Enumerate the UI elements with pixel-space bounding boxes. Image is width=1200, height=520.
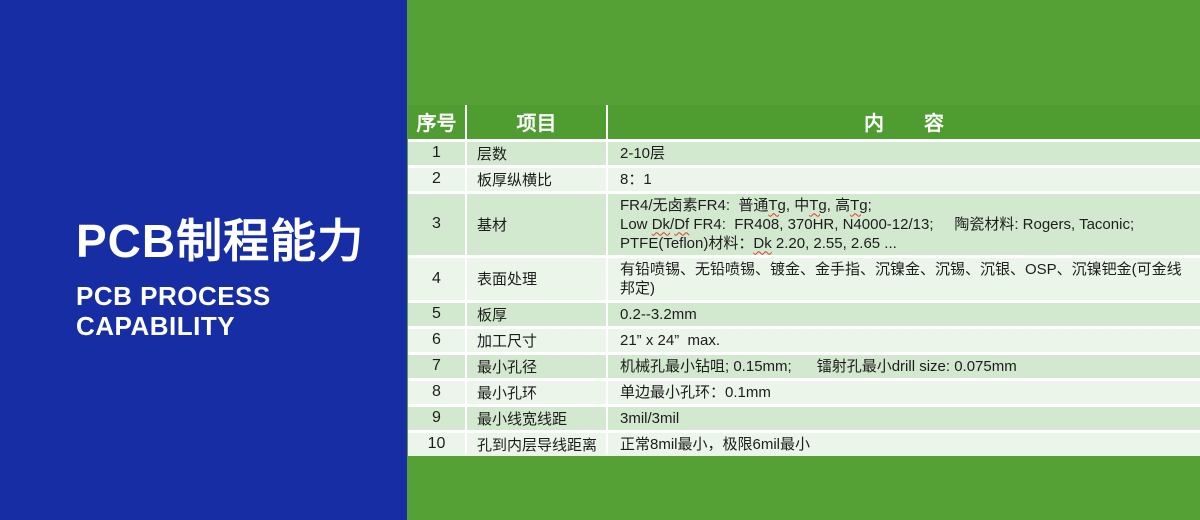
row-content: 单边最小孔环：0.1mm [606, 377, 1200, 405]
row-number: 1 [408, 138, 466, 166]
content-line: 有铅喷锡、无铅喷锡、镀金、金手指、沉镍金、沉锡、沉银、OSP、沉镍钯金(可金线邦… [620, 260, 1182, 297]
row-number: 5 [408, 299, 466, 327]
row-item: 最小孔环 [465, 377, 607, 405]
row-number: 3 [408, 190, 466, 256]
spellcheck-word: Dk [651, 215, 671, 233]
header-no: 序号 [408, 105, 466, 140]
table-row: 3 基材 FR4/无卤素FR4: 普通Tg, 中Tg, 高Tg; Low Dk/Df … [408, 190, 1200, 256]
content-line: 8：1 [620, 170, 652, 188]
table-header-row: 序号 项目 内 容 [408, 105, 1200, 140]
table-row: 1 层数 2-10层 [408, 138, 1200, 166]
content-line: 0.2--3.2mm [620, 305, 697, 323]
table-row: 9 最小线宽线距 3mil/3mil [408, 403, 1200, 431]
row-content: 3mil/3mil [606, 403, 1200, 431]
row-number: 8 [408, 377, 466, 405]
row-content: 0.2--3.2mm [606, 299, 1200, 327]
content-line: 21” x 24” max. [620, 331, 721, 349]
spellcheck-word: Dk [753, 234, 772, 252]
content-line: PTFE(Teflon)材料：Dk 2.20, 2.55, 2.65 ... [620, 234, 897, 252]
table-row: 6 加工尺寸 21” x 24” max. [408, 325, 1200, 353]
content-line: 单边最小孔环：0.1mm [620, 383, 771, 401]
row-number: 2 [408, 164, 466, 192]
content-line: 2-10层 [620, 144, 666, 162]
page-subtitle-line2: CAPABILITY [76, 310, 236, 341]
table-row: 4 表面处理 有铅喷锡、无铅喷锡、镀金、金手指、沉镍金、沉锡、沉银、OSP、沉镍钯金… [408, 254, 1200, 301]
row-content: 8：1 [606, 164, 1200, 192]
row-item: 板厚纵横比 [465, 164, 607, 192]
spellcheck-word: Tg [809, 196, 827, 214]
row-content: 21” x 24” max. [606, 325, 1200, 353]
row-number: 9 [408, 403, 466, 431]
row-item: 最小孔径 [465, 351, 607, 379]
content-line: FR4/无卤素FR4: 普通Tg, 中Tg, 高Tg; [620, 196, 872, 214]
row-item: 孔到内层导线距离 [465, 429, 607, 456]
row-number: 6 [408, 325, 466, 353]
row-content: 有铅喷锡、无铅喷锡、镀金、金手指、沉镍金、沉锡、沉银、OSP、沉镍钯金(可金线邦… [606, 254, 1200, 301]
row-item: 层数 [465, 138, 607, 166]
content-line: Low Dk/Df FR4: FR408, 370HR, N4000-12/13… [620, 215, 1135, 233]
row-content: FR4/无卤素FR4: 普通Tg, 中Tg, 高Tg; Low Dk/Df FR4… [606, 190, 1200, 256]
row-content: 2-10层 [606, 138, 1200, 166]
row-item: 最小线宽线距 [465, 403, 607, 431]
table-row: 7 最小孔径 机械孔最小钻咀; 0.15mm; 镭射孔最小drill size: 0… [408, 351, 1200, 379]
row-item: 表面处理 [465, 254, 607, 301]
content-line: 正常8mil最小，极限6mil最小 [620, 435, 811, 453]
capability-table: 序号 项目 内 容 1 层数 2-10层 2 板厚纵横比 8：1 3 基材 FR4/无卤素FR4… [408, 105, 1200, 456]
table-row: 5 板厚 0.2--3.2mm [408, 299, 1200, 327]
spellcheck-word: Tg [768, 196, 786, 214]
row-item: 加工尺寸 [465, 325, 607, 353]
row-number: 10 [408, 429, 466, 456]
page-title-zh: PCB制程能力 [76, 215, 365, 267]
content-line: 机械孔最小钻咀; 0.15mm; 镭射孔最小drill size: 0.075m… [620, 357, 1017, 375]
row-number: 7 [408, 351, 466, 379]
page-subtitle-line1: PCB PROCESS [76, 280, 271, 311]
table-row: 10 孔到内层导线距离 正常8mil最小，极限6mil最小 [408, 429, 1200, 456]
capability-table-wrap: 序号 项目 内 容 1 层数 2-10层 2 板厚纵横比 8：1 3 基材 FR4/无卤素FR4… [408, 105, 1200, 456]
page-subtitle-en: PCB PROCESS CAPABILITY [76, 281, 364, 341]
row-number: 4 [408, 254, 466, 301]
header-item: 项目 [465, 105, 607, 140]
content-line: 3mil/3mil [620, 409, 680, 427]
header-content: 内 容 [606, 105, 1200, 140]
table-row: 2 板厚纵横比 8：1 [408, 164, 1200, 192]
spellcheck-word: Df [674, 215, 690, 233]
row-content: 正常8mil最小，极限6mil最小 [606, 429, 1200, 456]
row-content: 机械孔最小钻咀; 0.15mm; 镭射孔最小drill size: 0.075m… [606, 351, 1200, 379]
left-panel: PCB制程能力 PCB PROCESS CAPABILITY [0, 0, 407, 520]
brand-block: PCB制程能力 PCB PROCESS CAPABILITY [76, 216, 364, 341]
spellcheck-word: Tg [850, 196, 868, 214]
table-row: 8 最小孔环 单边最小孔环：0.1mm [408, 377, 1200, 405]
row-item: 板厚 [465, 299, 607, 327]
table-body: 1 层数 2-10层 2 板厚纵横比 8：1 3 基材 FR4/无卤素FR4: 普通Tg, 中T… [408, 138, 1200, 456]
row-item: 基材 [465, 190, 607, 256]
